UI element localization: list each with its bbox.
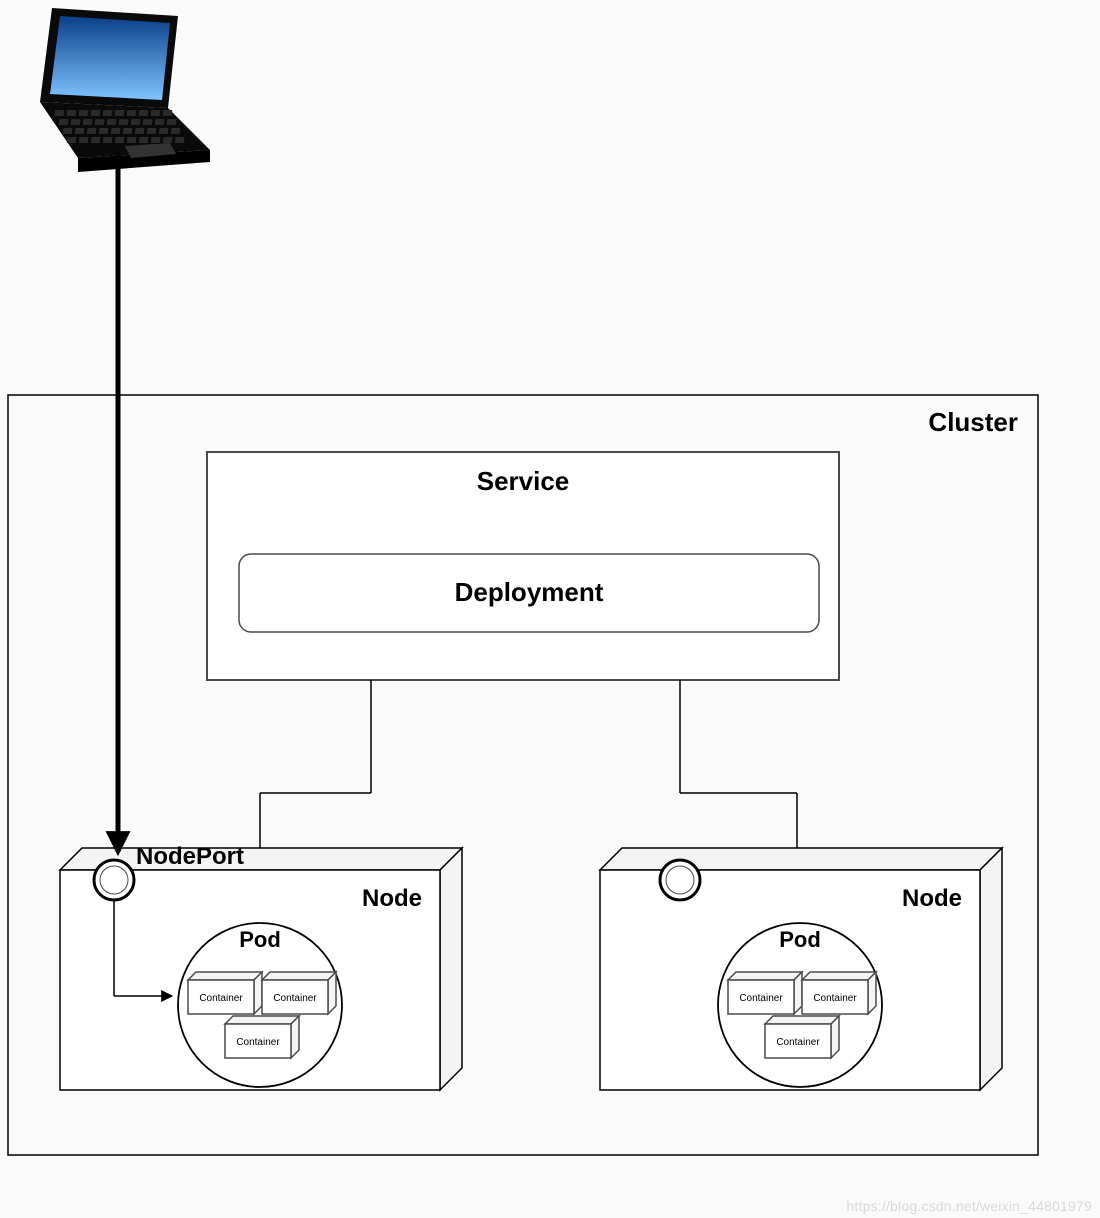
container-label: Container [776,1037,820,1048]
laptop-icon [40,8,210,172]
container-label: Container [236,1037,280,1048]
service-label: Service [477,466,570,496]
pod-label: Pod [239,927,281,952]
node-label: Node [362,885,422,912]
node-label: Node [902,885,962,912]
pod-label: Pod [779,927,821,952]
deployment-label: Deployment [455,577,604,607]
container-label: Container [199,993,243,1004]
cluster-label: Cluster [928,407,1018,437]
k8s-architecture-diagram: Cluster Service Deployment Node Pod Container… [0,0,1100,1218]
container-label: Container [813,993,857,1004]
nodeport-label: NodePort [136,843,244,870]
watermark-text: https://blog.csdn.net/weixin_44801979 [846,1198,1092,1214]
container-label: Container [273,993,317,1004]
container-label: Container [739,993,783,1004]
